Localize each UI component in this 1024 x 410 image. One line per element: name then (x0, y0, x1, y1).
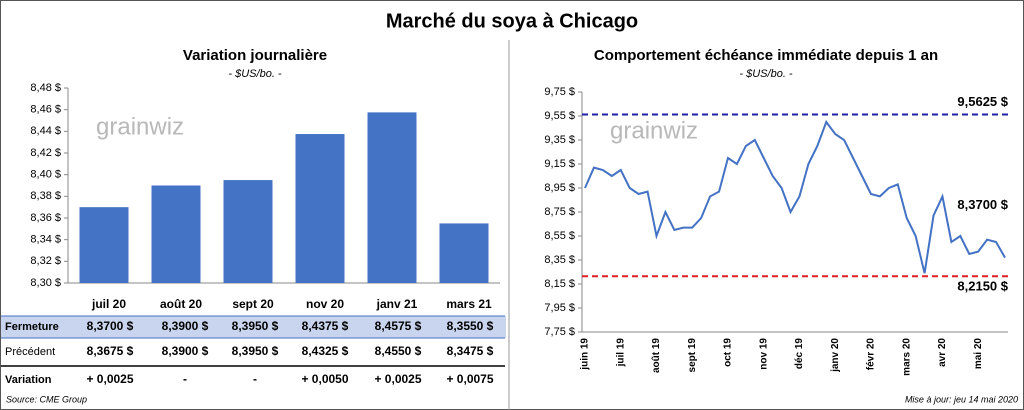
table-cell: + 0,0050 (301, 372, 348, 386)
bar (79, 207, 129, 283)
value-label: 8,3700 $ (957, 197, 1008, 212)
table-cell: 8,3950 $ (232, 344, 279, 358)
x-tick-label: mars 20 (901, 338, 912, 376)
x-tick-label: juil 20 (91, 297, 126, 311)
x-tick-label: oct 19 (723, 338, 734, 367)
x-tick-label: janv 21 (376, 297, 418, 311)
x-tick-label: août 20 (160, 297, 202, 311)
row-label: Fermeture (5, 321, 59, 333)
table-cell: 8,3900 $ (162, 344, 209, 358)
updated: Mise à jour: jeu 14 mai 2020 (905, 394, 1018, 404)
chart-subtitle: - $US/bo. - (228, 68, 282, 80)
line (584, 119, 1006, 274)
x-tick-label: juil 19 (615, 338, 626, 368)
watermark: grainwiz (610, 117, 698, 144)
y-tick-label: 8,32 $ (30, 255, 61, 267)
table-cell: - (183, 372, 187, 386)
x-tick-label: déc 19 (794, 338, 805, 370)
bar (367, 112, 417, 283)
chart-title: Variation journalière (183, 47, 327, 64)
y-tick-label: 9,55 $ (544, 110, 575, 122)
x-tick-label: avr 20 (937, 338, 948, 367)
y-tick-label: 8,40 $ (30, 169, 61, 181)
watermark: grainwiz (96, 113, 184, 140)
y-tick-label: 8,46 $ (30, 104, 61, 116)
row-label: Précédent (5, 346, 55, 358)
y-tick-label: 7,95 $ (544, 302, 575, 314)
page-title: Marché du soya à Chicago (386, 10, 638, 32)
x-tick-label: nov 19 (758, 338, 769, 370)
chart-title: Comportement échéance immédiate depuis 1… (594, 47, 938, 64)
row-label: Variation (5, 374, 52, 386)
y-tick-label: 9,15 $ (544, 158, 575, 170)
y-tick-label: 8,42 $ (30, 147, 61, 159)
table-cell: 8,3550 $ (447, 319, 494, 333)
table-cell: 8,3700 $ (87, 319, 134, 333)
table-cell: + 0,0025 (374, 372, 421, 386)
y-tick-label: 8,95 $ (544, 182, 575, 194)
y-tick-label: 8,48 $ (30, 82, 61, 94)
table-cell: 8,3950 $ (232, 319, 279, 333)
x-tick-label: févr 20 (866, 338, 877, 371)
y-tick-label: 8,55 $ (544, 230, 575, 242)
source: Source: CME Group (6, 394, 87, 404)
chart-subtitle: - $US/bo. - (739, 68, 793, 80)
reference-label: 9,5625 $ (957, 94, 1008, 109)
y-tick-label: 9,75 $ (544, 86, 575, 98)
bar (295, 134, 345, 283)
table-cell: 8,3675 $ (87, 344, 134, 358)
table-cell: - (253, 372, 257, 386)
y-tick-label: 8,36 $ (30, 212, 61, 224)
y-tick-label: 7,75 $ (544, 326, 575, 338)
x-tick-label: sept 19 (687, 338, 698, 373)
y-tick-label: 8,38 $ (30, 190, 61, 202)
x-tick-label: mars 21 (446, 297, 492, 311)
table-cell: + 0,0025 (86, 372, 133, 386)
y-tick-label: 8,44 $ (30, 125, 61, 137)
table-cell: 8,4325 $ (302, 344, 349, 358)
x-tick-label: août 19 (651, 338, 662, 373)
row-highlight (1, 316, 506, 338)
table-cell: 8,4550 $ (375, 344, 422, 358)
y-tick-label: 8,75 $ (544, 206, 575, 218)
table-cell: + 0,0075 (446, 372, 493, 386)
reference-label: 8,2150 $ (957, 279, 1008, 294)
x-tick-label: janv 20 (830, 338, 841, 373)
y-tick-label: 8,35 $ (544, 254, 575, 266)
y-tick-label: 9,35 $ (544, 134, 575, 146)
y-tick-label: 8,34 $ (30, 234, 61, 246)
x-tick-label: sept 20 (232, 297, 274, 311)
table-cell: 8,4575 $ (375, 319, 422, 333)
table-cell: 8,3900 $ (162, 319, 209, 333)
bar (223, 180, 273, 283)
table-cell: 8,3475 $ (447, 344, 494, 358)
x-tick-label: juin 19 (580, 338, 591, 371)
bar (439, 223, 489, 283)
y-tick-label: 8,15 $ (544, 278, 575, 290)
x-tick-label: nov 20 (306, 297, 344, 311)
bar (151, 185, 201, 283)
y-tick-label: 8,30 $ (30, 277, 61, 289)
x-tick-label: mai 20 (973, 338, 984, 370)
table-cell: 8,4375 $ (302, 319, 349, 333)
